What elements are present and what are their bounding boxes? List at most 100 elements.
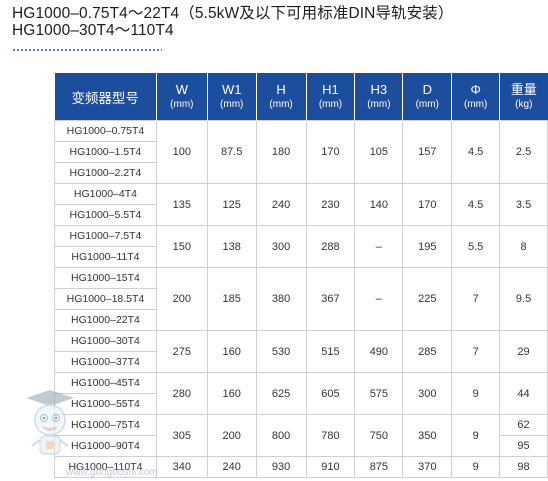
dimensions-table: 变频器型号 W (mm) W1 (mm) H (mm) H1 (mm) H3 (mm) D…	[54, 73, 548, 478]
h-cell: 300	[255, 225, 307, 268]
w-cell: 340	[155, 456, 208, 478]
weight-cell: 8	[499, 225, 548, 268]
d-cell: 300	[402, 372, 453, 415]
w-cell: 135	[155, 183, 208, 226]
phi-cell: 9	[451, 372, 501, 415]
w1-cell: 160	[206, 372, 257, 415]
phi-cell: 7	[451, 330, 501, 373]
model-cell: HG1000–11T4	[54, 246, 157, 268]
header-h: H (mm)	[256, 73, 307, 121]
model-cell: HG1000–2.2T4	[54, 162, 157, 184]
h1-cell: 288	[305, 225, 356, 268]
weight-cell: 62	[499, 414, 548, 436]
title-line-2: HG1000–30T4～110T4	[12, 22, 174, 39]
d-cell: 195	[402, 225, 453, 268]
h1-cell: 910	[305, 456, 356, 478]
weight-cell: 29	[499, 330, 548, 373]
header-model: 变频器型号	[54, 73, 157, 121]
phi-cell: 4.5	[451, 183, 501, 226]
h1-cell: 780	[305, 414, 356, 457]
model-cell: HG1000–37T4	[54, 351, 157, 373]
table-row: HG1000–110T4 340 240 930 910 875 370 9 9…	[54, 456, 548, 478]
header-d: D (mm)	[402, 73, 453, 121]
h3-cell: 490	[354, 330, 404, 373]
w1-cell: 240	[206, 456, 257, 478]
d-cell: 370	[402, 456, 453, 478]
w1-cell: 138	[206, 225, 257, 268]
table-row: HG1000–15T4 200 185 380 367 – 225 7 9.5	[54, 267, 548, 331]
dotted-divider	[12, 49, 162, 51]
model-cell: HG1000–90T4	[54, 435, 157, 457]
h3-cell: 105	[354, 120, 404, 184]
h1-cell: 605	[305, 372, 356, 415]
h3-cell: 875	[354, 456, 404, 478]
model-cell: HG1000–30T4	[54, 330, 157, 352]
h-cell: 380	[255, 267, 307, 331]
w1-cell: 160	[206, 330, 257, 373]
h3-cell: –	[354, 225, 404, 268]
model-cell: HG1000–75T4	[54, 414, 157, 436]
header-h1: H1 (mm)	[306, 73, 356, 121]
d-cell: 225	[402, 267, 453, 331]
table-row: HG1000–22T4	[54, 309, 548, 331]
w-cell: 275	[155, 330, 208, 373]
w1-cell: 200	[206, 414, 257, 457]
h3-cell: 750	[354, 414, 404, 457]
table-row: HG1000–45T4 280 160 625 605 575 300 9 44	[54, 372, 548, 415]
model-cell: HG1000–45T4	[54, 372, 157, 394]
header-weight: 重量 (kg)	[499, 73, 548, 121]
h3-cell: –	[354, 267, 404, 331]
model-cell: HG1000–110T4	[54, 456, 157, 478]
phi-cell: 5.5	[451, 225, 501, 268]
phi-cell: 9	[451, 456, 501, 478]
model-cell: HG1000–0.75T4	[54, 120, 157, 142]
d-cell: 285	[402, 330, 453, 373]
phi-cell: 4.5	[451, 120, 501, 184]
d-cell: 350	[402, 414, 453, 457]
model-cell: HG1000–15T4	[54, 267, 157, 289]
table-row: HG1000–75T4 305 200 800 780 750 350 9 62	[54, 414, 548, 457]
weight-cell: 3.5	[499, 183, 548, 226]
w-cell: 100	[155, 120, 208, 184]
header-w: W (mm)	[156, 73, 208, 121]
weight-cell: 9.5	[499, 267, 548, 331]
w-cell: 150	[155, 225, 208, 268]
w1-cell: 125	[206, 183, 257, 226]
phi-cell: 9	[451, 414, 501, 457]
weight-cell: 2.5	[499, 120, 548, 184]
model-cell: HG1000–1.5T4	[54, 141, 157, 163]
watermark-text: www.gongboshi.com	[66, 467, 158, 478]
h-cell: 800	[255, 414, 307, 457]
h1-cell: 367	[305, 267, 356, 331]
h1-cell: 515	[305, 330, 356, 373]
h-cell: 625	[255, 372, 307, 415]
table-row: HG1000–0.75T4 100 87.5 180 170 105 157 4…	[54, 120, 548, 184]
model-cell: HG1000–5.5T4	[54, 204, 157, 226]
weight-cell: 44	[499, 372, 548, 415]
h-cell: 530	[255, 330, 307, 373]
model-cell: HG1000–7.5T4	[54, 225, 157, 247]
header-h3: H3 (mm)	[354, 73, 404, 121]
table-row: HG1000–18.5T4	[54, 288, 548, 310]
model-cell: HG1000–18.5T4	[54, 288, 157, 310]
phi-cell: 7	[451, 267, 501, 331]
w1-cell: 185	[206, 267, 257, 331]
d-cell: 157	[402, 120, 453, 184]
h3-cell: 140	[354, 183, 404, 226]
w-cell: 280	[155, 372, 208, 415]
title-line-1: HG1000–0.75T4～22T4（5.5kW及以下可用标准DIN导轨安装）	[12, 5, 454, 22]
w1-cell: 87.5	[206, 120, 257, 184]
table-row: HG1000–90T4 95	[54, 435, 548, 457]
table-row: HG1000–4T4 135 125 240 230 140 170 4.5 3…	[54, 183, 548, 226]
h1-cell: 230	[305, 183, 356, 226]
model-cell: HG1000–22T4	[54, 309, 157, 331]
h-cell: 240	[255, 183, 307, 226]
header-phi: Φ (mm)	[451, 73, 501, 121]
table-header-row: 变频器型号 W (mm) W1 (mm) H (mm) H1 (mm) H3 (mm) D…	[54, 73, 548, 121]
table-row: HG1000–30T4 275 160 530 515 490 285 7 29	[54, 330, 548, 373]
model-cell: HG1000–55T4	[54, 393, 157, 415]
table-row: HG1000–7.5T4 150 138 300 288 – 195 5.5 8	[54, 225, 548, 268]
page-title: HG1000–0.75T4～22T4（5.5kW及以下可用标准DIN导轨安装） …	[12, 5, 548, 39]
model-cell: HG1000–4T4	[54, 183, 157, 205]
d-cell: 170	[402, 183, 453, 226]
